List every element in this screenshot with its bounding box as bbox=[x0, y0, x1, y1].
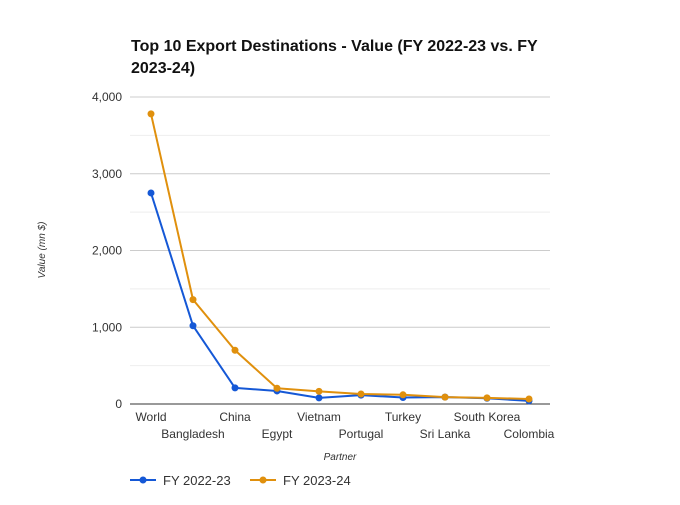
data-point bbox=[273, 384, 281, 392]
y-axis-label: Value (mn $) bbox=[37, 222, 48, 279]
legend-swatch-point bbox=[259, 476, 267, 484]
y-axis-ticks: 0 1,000 2,000 3,000 4,000 bbox=[92, 90, 122, 411]
data-point bbox=[315, 387, 323, 395]
legend-label: FY 2022-23 bbox=[163, 473, 231, 488]
x-tick-label: Bangladesh bbox=[161, 427, 224, 441]
data-point bbox=[399, 391, 407, 399]
legend-label: FY 2023-24 bbox=[283, 473, 351, 488]
x-tick-label: Egypt bbox=[262, 427, 293, 441]
series-line-1 bbox=[150, 192, 530, 402]
x-tick-label: Vietnam bbox=[297, 410, 341, 424]
y-tick-label: 1,000 bbox=[92, 320, 122, 334]
data-point bbox=[483, 394, 491, 402]
x-tick-label: Turkey bbox=[385, 410, 421, 424]
x-axis-label: Partner bbox=[324, 452, 357, 463]
data-point bbox=[189, 322, 197, 330]
chart-title-line-1: Top 10 Export Destinations - Value (FY 2… bbox=[131, 38, 538, 55]
x-tick-label: World bbox=[135, 410, 166, 424]
data-point bbox=[147, 110, 155, 118]
series-line-2 bbox=[150, 113, 530, 401]
legend-swatch-point bbox=[139, 476, 147, 484]
y-tick-label: 2,000 bbox=[92, 244, 122, 258]
data-point bbox=[231, 346, 239, 354]
data-point bbox=[231, 384, 239, 392]
x-tick-label: South Korea bbox=[454, 410, 521, 424]
data-point bbox=[441, 393, 449, 401]
x-tick-label: Sri Lanka bbox=[420, 427, 471, 441]
y-tick-label: 0 bbox=[115, 397, 122, 411]
chart-legend: FY 2022-23 FY 2023-24 bbox=[130, 473, 351, 488]
data-point bbox=[189, 296, 197, 304]
x-axis-ticks: World Bangladesh China Egypt Vietnam Portugal… bbox=[135, 410, 554, 441]
x-tick-label: China bbox=[219, 410, 251, 424]
chart-grid bbox=[130, 96, 550, 367]
x-tick-label: Portugal bbox=[339, 427, 384, 441]
x-tick-label: Colombia bbox=[504, 427, 555, 441]
data-point bbox=[357, 390, 365, 398]
y-tick-label: 3,000 bbox=[92, 167, 122, 181]
chart-series bbox=[147, 110, 533, 405]
data-point bbox=[525, 395, 533, 403]
data-point bbox=[315, 394, 323, 402]
chart-title-line-2: 2023-24) bbox=[131, 60, 195, 77]
data-point bbox=[147, 189, 155, 197]
y-tick-label: 4,000 bbox=[92, 90, 122, 104]
